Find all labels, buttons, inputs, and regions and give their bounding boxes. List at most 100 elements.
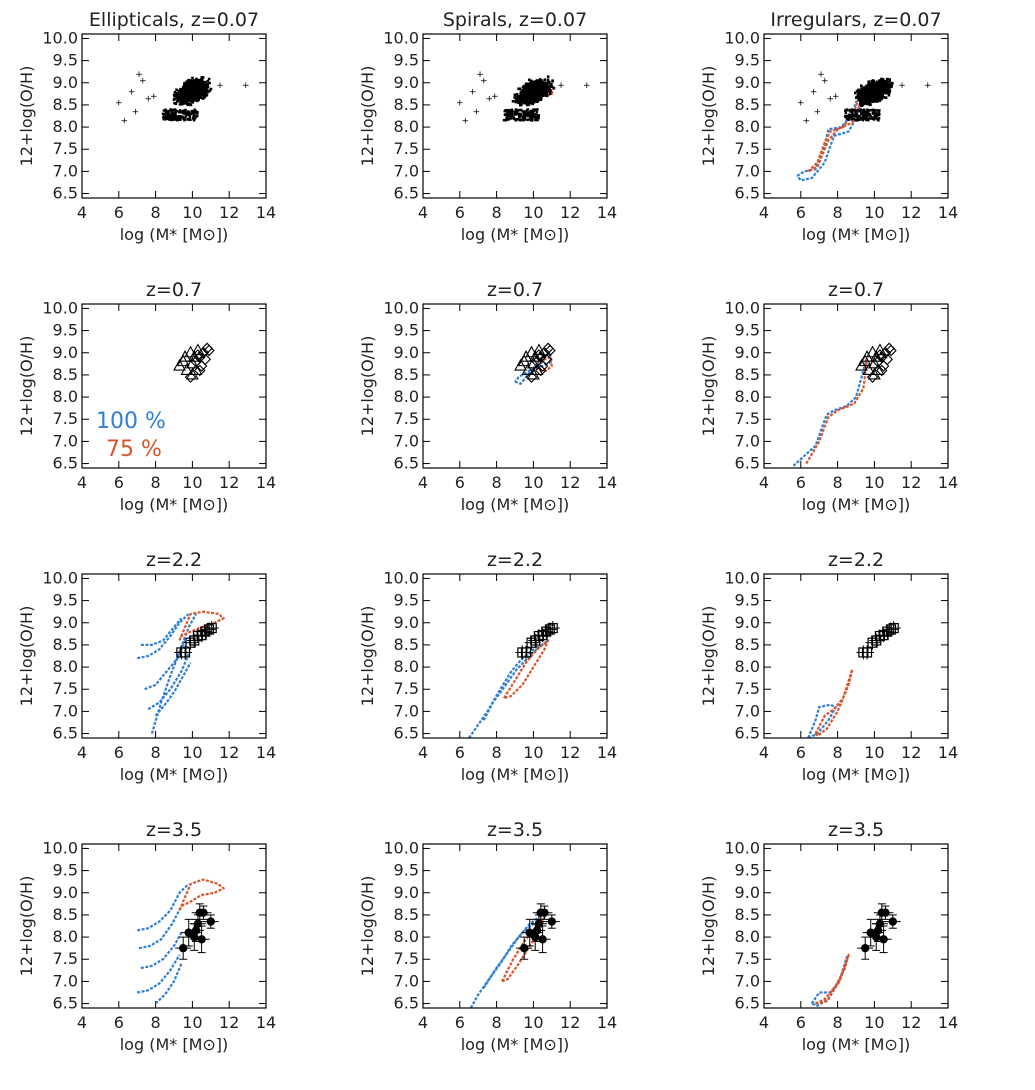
sdss-point — [177, 92, 181, 95]
sdss-point — [530, 90, 534, 93]
sdss-point — [517, 115, 521, 118]
sdss-point — [187, 92, 191, 95]
sdss-point — [535, 96, 539, 100]
x-tick-label: 14 — [938, 203, 958, 222]
sdss-point — [854, 119, 857, 122]
sdss-outlier: + — [121, 116, 129, 126]
sdss-point — [178, 111, 181, 114]
x-tick-label: 8 — [492, 203, 502, 222]
sdss-point — [193, 80, 197, 84]
y-tick-label: 7.5 — [735, 139, 760, 158]
sdss-outlier: + — [242, 81, 250, 91]
sdss-point — [172, 116, 176, 120]
sdss-point — [191, 110, 195, 114]
sdss-point — [535, 115, 538, 119]
x-axis-label: log (M* [M⊙]) — [461, 495, 570, 514]
sdss-point — [206, 89, 210, 93]
sdss-point — [534, 82, 538, 86]
sdss-point — [181, 111, 184, 114]
sdss-point — [860, 111, 863, 115]
sdss-point — [199, 79, 203, 82]
sdss-point — [517, 101, 520, 105]
sdss-point — [523, 111, 527, 114]
sdss-point — [860, 93, 864, 97]
sdss-point — [528, 84, 531, 87]
sdss-point — [521, 85, 525, 89]
sdss-point — [860, 104, 863, 107]
sdss-point — [868, 112, 871, 116]
sdss-point — [540, 78, 543, 82]
plot-frame — [763, 33, 949, 199]
sdss-point — [856, 109, 860, 112]
sdss-point — [877, 83, 881, 86]
sdss-point — [521, 100, 525, 103]
sdss-point — [527, 111, 530, 114]
sdss-point — [857, 89, 861, 93]
sdss-point — [531, 102, 534, 106]
sdss-point — [175, 100, 179, 103]
obs-diamond — [197, 346, 210, 359]
panel-title: z=0.7 — [146, 279, 202, 301]
x-tick-label: 8 — [492, 473, 502, 492]
sdss-point — [878, 80, 882, 84]
sdss-point — [525, 111, 528, 115]
y-axis-label: 12+log(O/H) — [699, 66, 718, 167]
y-tick-label: 7.0 — [394, 161, 419, 180]
sdss-point — [536, 87, 540, 91]
sdss-point — [522, 119, 525, 122]
sdss-point — [875, 109, 879, 112]
sdss-point — [540, 88, 544, 91]
sdss-point — [163, 115, 166, 118]
sdss-point — [886, 80, 889, 84]
sdss-point — [180, 115, 184, 119]
sdss-point — [531, 84, 534, 88]
y-tick-label: 7.5 — [53, 139, 78, 158]
y-tick-label: 6.5 — [394, 454, 419, 473]
sdss-point — [539, 94, 542, 98]
sdss-point — [182, 117, 185, 120]
sdss-point — [161, 112, 165, 115]
sdss-point — [187, 95, 191, 98]
sdss-point — [882, 96, 886, 99]
x-axis-label: log (M* [M⊙]) — [802, 225, 911, 244]
sdss-point — [848, 116, 851, 119]
sdss-point — [510, 108, 514, 111]
sdss-point — [507, 114, 510, 118]
sdss-point — [198, 86, 201, 90]
sdss-outlier: + — [115, 99, 123, 109]
sdss-point — [858, 103, 862, 106]
sdss-point — [188, 79, 192, 82]
sdss-point — [546, 84, 549, 87]
sdss-point — [196, 112, 199, 115]
sdss-point — [543, 89, 546, 92]
sdss-point — [853, 91, 857, 95]
sdss-point — [203, 80, 207, 84]
obs-diamond — [192, 349, 204, 361]
sdss-point — [188, 115, 192, 119]
sdss-point — [164, 108, 167, 111]
sdss-point — [209, 87, 213, 91]
sdss-outlier: + — [469, 88, 477, 98]
panel-title: Irregulars, z=0.07 — [770, 9, 941, 31]
obs-diamond — [193, 364, 206, 377]
sdss-point — [879, 97, 883, 101]
sdss-point — [888, 78, 891, 81]
sdss-point — [885, 89, 888, 92]
x-axis-label: log (M* [M⊙]) — [461, 225, 570, 244]
sdss-point — [198, 89, 201, 93]
sdss-point — [515, 118, 518, 121]
sdss-point — [182, 99, 186, 103]
sdss-point — [530, 113, 533, 116]
sdss-point — [886, 77, 889, 81]
sdss-point — [866, 112, 869, 115]
sdss-point — [521, 93, 525, 97]
sdss-point — [193, 89, 197, 93]
sdss-point — [530, 79, 533, 83]
sdss-point — [166, 113, 169, 116]
sdss-point — [200, 84, 203, 88]
sdss-point — [532, 113, 535, 117]
sdss-point — [187, 90, 190, 94]
sdss-point — [515, 93, 519, 96]
